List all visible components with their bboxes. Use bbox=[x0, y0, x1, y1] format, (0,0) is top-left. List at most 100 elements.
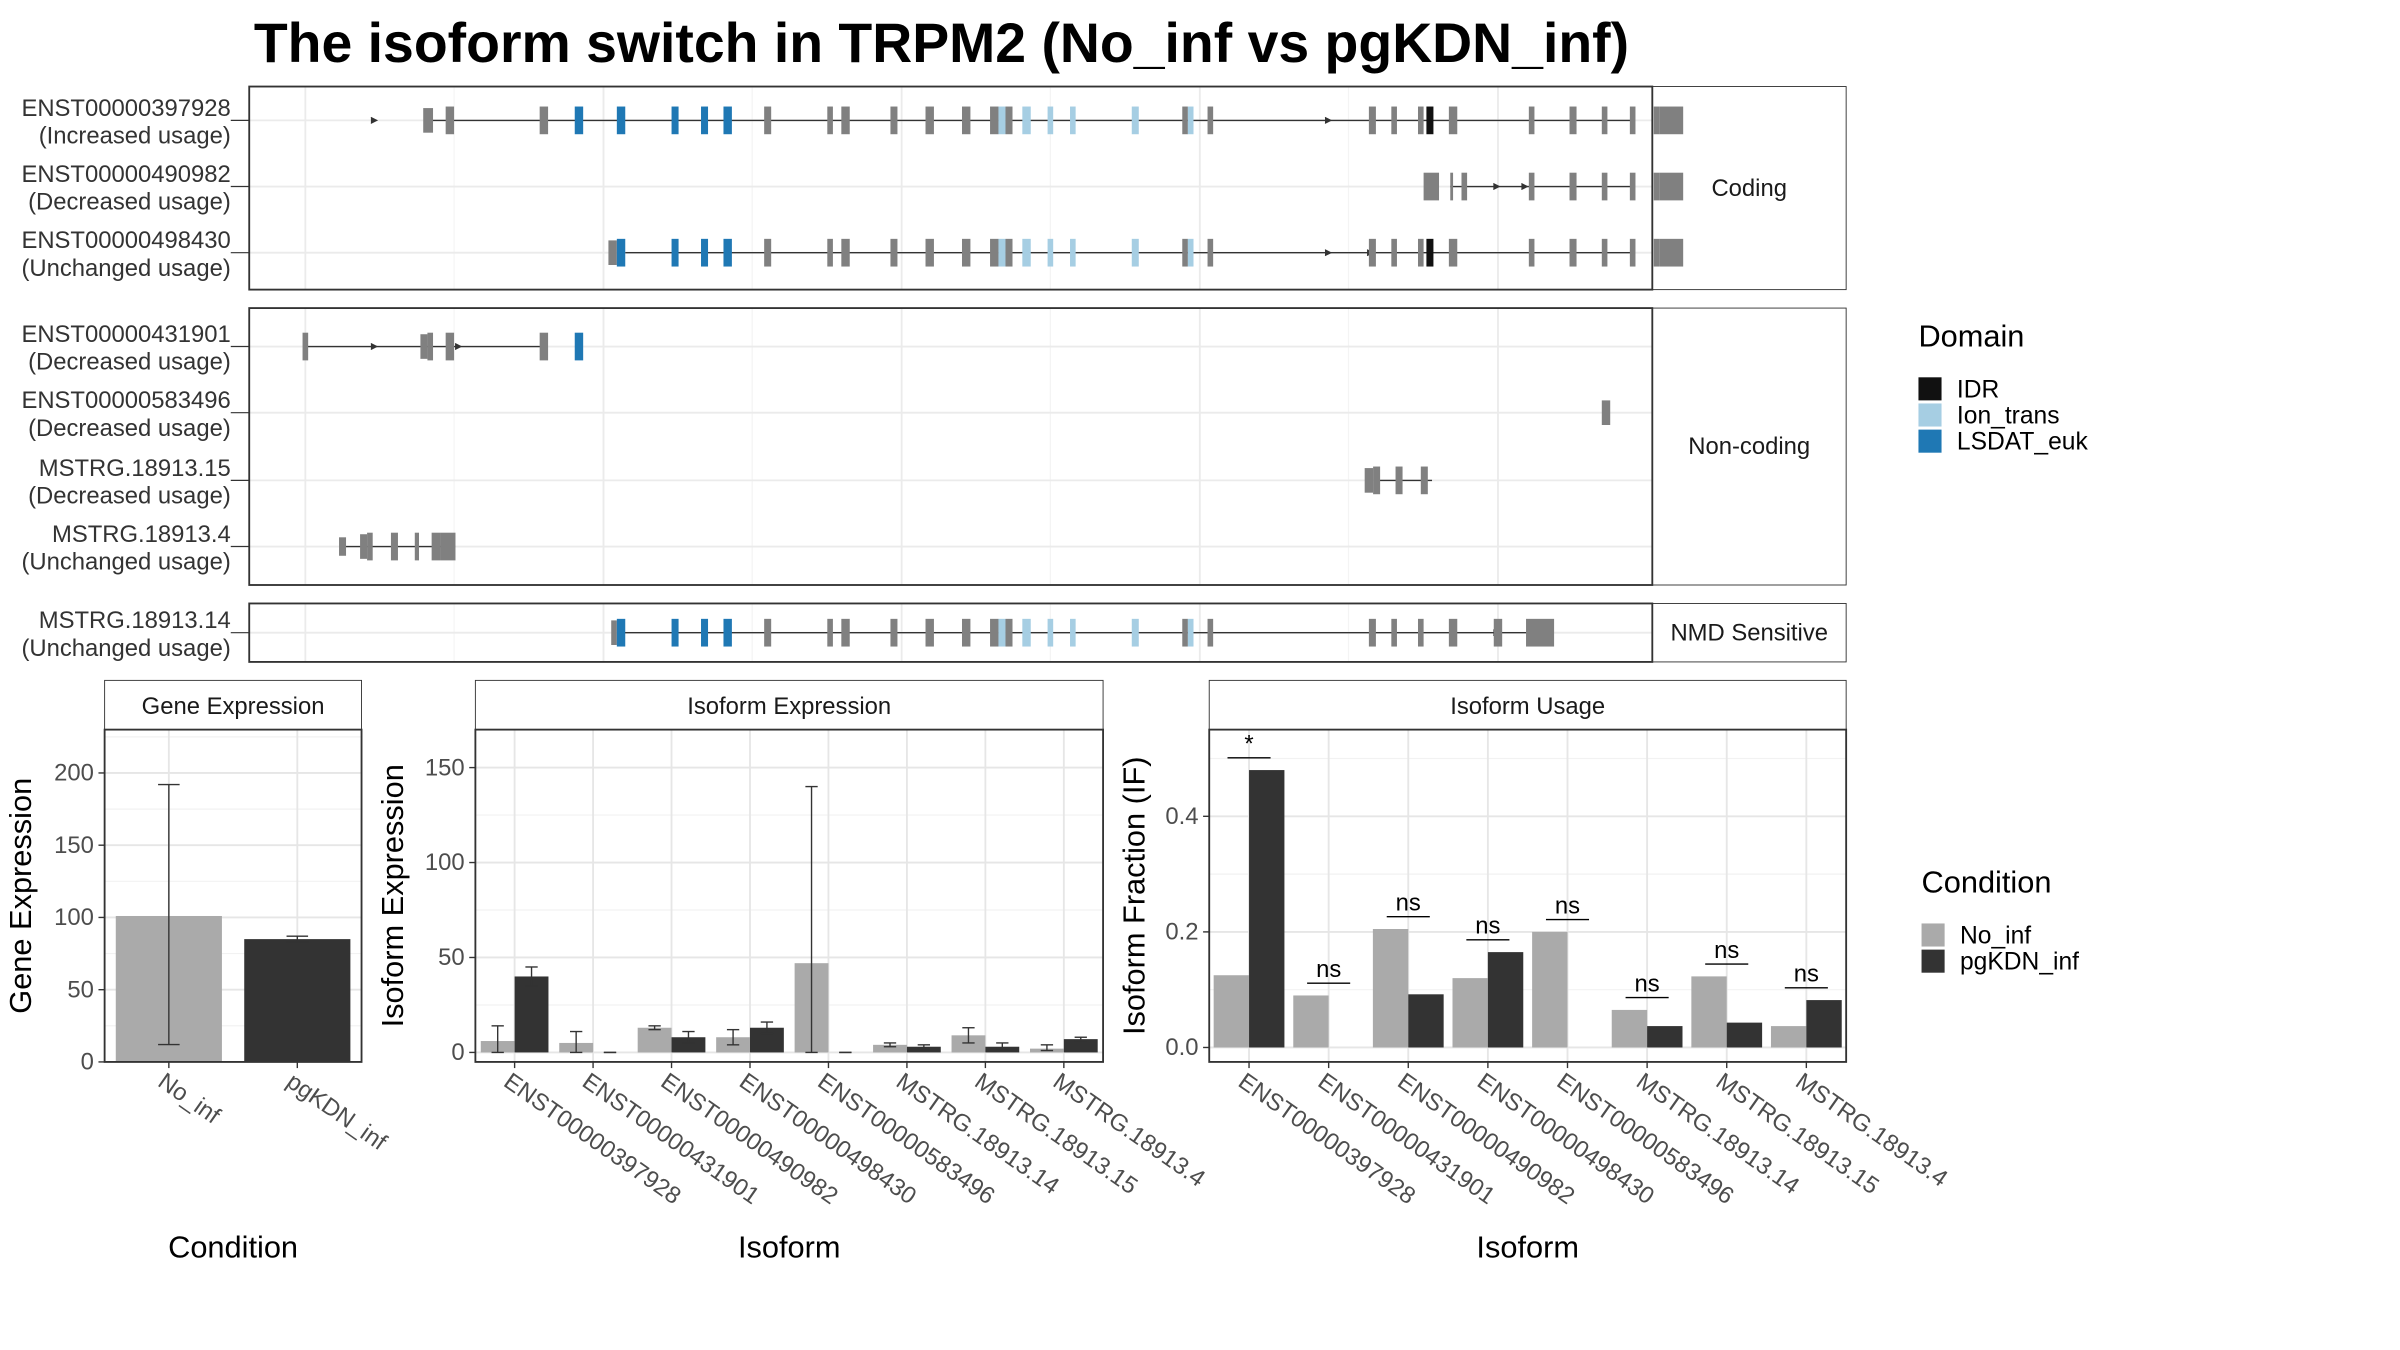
significance-label: * bbox=[1244, 731, 1253, 758]
chart-strip-title: Isoform Usage bbox=[1450, 693, 1605, 720]
domain-lsdat-euk-block bbox=[616, 618, 626, 647]
exon-block bbox=[445, 332, 455, 361]
domain-ion-trans-block bbox=[1070, 238, 1076, 267]
exon-block bbox=[302, 332, 309, 361]
exon-block bbox=[1373, 466, 1381, 495]
transcript-usage-label: (Increased usage) bbox=[39, 122, 231, 149]
exon-block bbox=[1368, 238, 1376, 267]
strand-arrow bbox=[1493, 183, 1501, 191]
legend-title: Domain bbox=[1918, 319, 2024, 354]
exon-block bbox=[764, 618, 772, 647]
chart-strip-title: Gene Expression bbox=[142, 693, 325, 720]
legend-label: pgKDN_inf bbox=[1960, 949, 2079, 976]
exon-block bbox=[841, 238, 850, 267]
significance-label: ns bbox=[1555, 892, 1580, 919]
exon-block bbox=[339, 537, 347, 556]
exon-block bbox=[1207, 106, 1214, 135]
transcript-id-label: MSTRG.18913.4 bbox=[52, 521, 231, 548]
bar-pgKDN_inf-MSTRG.18913.14 bbox=[1647, 1026, 1683, 1048]
strand-arrow bbox=[1521, 183, 1529, 191]
exon-block bbox=[1364, 468, 1374, 493]
isoform-usage-chart: Isoform Usage*nsnsnsnsnsnsns0.00.20.4ENS… bbox=[1117, 679, 1953, 1264]
domain-ion-trans-block bbox=[1070, 618, 1076, 647]
bar-pgKDN_inf-MSTRG.18913.15 bbox=[985, 1046, 1020, 1053]
bar-pgKDN_inf-ENST00000397928 bbox=[514, 976, 549, 1053]
domain-lsdat-euk-block bbox=[723, 618, 732, 647]
exon-block bbox=[1417, 238, 1424, 267]
bar-No_inf-MSTRG.18913.15 bbox=[951, 1035, 986, 1053]
domain-lsdat-euk-block bbox=[701, 618, 709, 647]
domain-ion-trans-block bbox=[998, 238, 1006, 267]
exon-block bbox=[1417, 618, 1424, 647]
exon-block bbox=[827, 618, 833, 647]
domain-lsdat-euk-block bbox=[671, 106, 679, 135]
transcript-id-label: ENST00000397928 bbox=[21, 95, 230, 122]
exon-block bbox=[1601, 400, 1611, 425]
exon-block bbox=[1182, 238, 1188, 267]
bar-pgKDN_inf-ENST00000490982 bbox=[671, 1037, 706, 1053]
domain-ion-trans-block bbox=[1022, 106, 1031, 135]
exon-block bbox=[1528, 106, 1535, 135]
domain-ion-trans-block bbox=[1131, 106, 1139, 135]
transcript-id-label: ENST00000431901 bbox=[21, 321, 230, 348]
bar-pgKDN_inf-MSTRG.18913.15 bbox=[1726, 1022, 1763, 1048]
domain-ion-trans-block bbox=[998, 618, 1006, 647]
bar-pgKDN_inf-ENST00000490982 bbox=[1408, 994, 1444, 1048]
exon-block bbox=[1368, 618, 1376, 647]
exon-block bbox=[1601, 238, 1608, 267]
exon-block bbox=[1629, 238, 1636, 267]
legend-key bbox=[1918, 403, 1942, 427]
structure-strip-label: Non-coding bbox=[1688, 433, 1810, 460]
domain-lsdat-euk-block bbox=[723, 238, 732, 267]
transcript-id-label: ENST00000498430 bbox=[21, 227, 230, 254]
y-tick-label: 0 bbox=[81, 1049, 94, 1076]
strand-arrow bbox=[370, 343, 379, 351]
transcript-track: MSTRG.18913.14(Unchanged usage) bbox=[21, 607, 1555, 662]
bar-No_inf-ENST00000583496 bbox=[1532, 931, 1568, 1048]
exon-block bbox=[764, 106, 772, 135]
exon-block bbox=[890, 106, 898, 135]
y-tick-label: 0.2 bbox=[1165, 919, 1198, 946]
structure-panel-border bbox=[248, 602, 1654, 663]
exon-block bbox=[764, 238, 772, 267]
x-tick-label: No_inf bbox=[153, 1068, 225, 1130]
domain-ion-trans-block bbox=[1131, 238, 1139, 267]
legend-label: LSDAT_euk bbox=[1957, 429, 2089, 456]
exon-block bbox=[611, 620, 617, 645]
bar-No_inf-MSTRG.18913.14 bbox=[1611, 1009, 1648, 1048]
exon-block bbox=[990, 106, 999, 135]
domain-idr-block bbox=[1426, 106, 1434, 135]
exon-block bbox=[1659, 172, 1684, 201]
domain-lsdat-euk-block bbox=[671, 618, 679, 647]
bar-No_inf-ENST00000498430 bbox=[1452, 978, 1488, 1048]
exon-block bbox=[1448, 238, 1458, 267]
x-tick-label: pgKDN_inf bbox=[282, 1068, 392, 1156]
x-axis-title: Isoform bbox=[738, 1229, 841, 1264]
exon-block bbox=[414, 532, 420, 561]
chart-strip-title: Isoform Expression bbox=[687, 693, 891, 720]
significance-label: ns bbox=[1396, 890, 1421, 917]
domain-lsdat-euk-block bbox=[574, 106, 584, 135]
exon-block bbox=[1395, 466, 1403, 495]
exon-block bbox=[990, 238, 999, 267]
exon-block bbox=[1005, 106, 1013, 135]
significance-label: ns bbox=[1714, 937, 1739, 964]
gene-expression-chart: Gene Expression 0 50 100 150 200 No_inf pgKDN_i… bbox=[3, 679, 392, 1264]
exon-block bbox=[1391, 618, 1397, 647]
exon-block bbox=[925, 618, 934, 647]
exon-block bbox=[420, 334, 428, 359]
chart-plot-border bbox=[474, 728, 1104, 1063]
transcript-track: MSTRG.18913.4(Unchanged usage) bbox=[21, 521, 456, 576]
exon-block bbox=[360, 534, 368, 559]
structure-panel-nmd-sensitive: NMD Sensitive MSTRG.18913.14(Unchanged us… bbox=[21, 602, 1847, 663]
transcript-usage-label: (Unchanged usage) bbox=[21, 549, 230, 576]
transcript-track: MSTRG.18913.15(Decreased usage) bbox=[28, 455, 1433, 509]
legend-label: No_inf bbox=[1960, 922, 2031, 949]
legend-key bbox=[1918, 429, 1942, 453]
strand-arrow bbox=[1324, 249, 1333, 257]
structure-panel-border bbox=[248, 85, 1654, 291]
domain-ion-trans-block bbox=[1131, 618, 1139, 647]
